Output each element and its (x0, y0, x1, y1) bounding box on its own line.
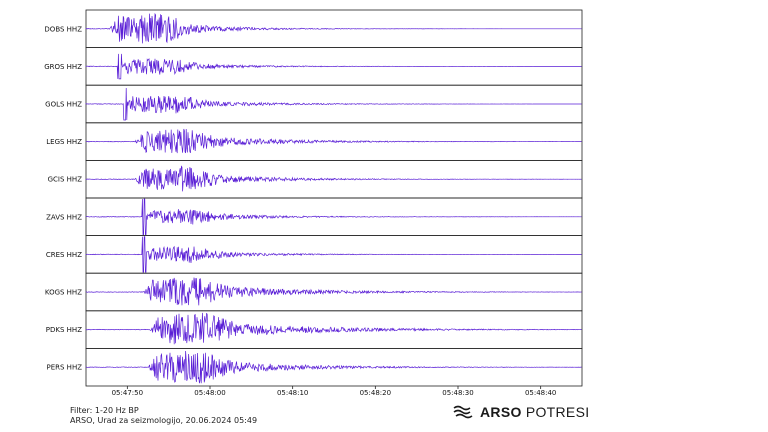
station-label: GOLS HHZ (45, 101, 82, 109)
x-tick-label: 05:48:20 (360, 389, 391, 397)
x-tick-label: 05:48:10 (277, 389, 308, 397)
credit-note: ARSO, Urad za seizmologijo, 20.06.2024 0… (70, 416, 258, 425)
station-panel: GCIS HHZ (48, 159, 583, 199)
station-label: GROS HHZ (44, 63, 82, 71)
station-panel: KOGS HHZ (45, 272, 583, 312)
x-tick-label: 05:48:40 (525, 389, 556, 397)
station-label: ZAVS HHZ (46, 213, 82, 221)
waveform-trace (85, 236, 582, 273)
station-panel: DOBS HHZ (44, 9, 583, 48)
station-label: PDKS HHZ (46, 326, 82, 334)
waveform-trace (85, 312, 582, 345)
station-panel: GROS HHZ (44, 47, 583, 86)
waveform-trace (85, 12, 582, 44)
x-axis: 05:47:50 05:48:00 05:48:10 05:48:20 05:48:30… (112, 386, 556, 397)
station-label: PERS HHZ (47, 364, 83, 372)
station-panel: LEGS HHZ (46, 122, 583, 161)
waveform-trace (85, 277, 582, 306)
station-panels: DOBS HHZ GROS HHZ GOLS HHZ LEGS HHZ GCIS HHZ… (44, 9, 583, 387)
station-panel: ZAVS HHZ (46, 197, 583, 236)
station-label: KOGS HHZ (45, 289, 82, 297)
station-panel: GOLS HHZ (45, 84, 583, 124)
station-panel: PDKS HHZ (46, 310, 583, 349)
station-panel: CRES HHZ (46, 235, 583, 274)
station-label: DOBS HHZ (44, 25, 82, 33)
station-label: CRES HHZ (46, 251, 82, 259)
station-label: GCIS HHZ (48, 176, 83, 184)
brand-name-rest: POTRESI (521, 404, 590, 420)
waveform-trace (85, 165, 582, 192)
filter-note: Filter: 1-20 Hz BP (70, 406, 139, 415)
waveform-trace (85, 53, 582, 80)
station-panel: PERS HHZ (47, 347, 583, 387)
waveform-trace (85, 198, 582, 235)
station-label: LEGS HHZ (46, 138, 82, 146)
waveform-trace (85, 87, 582, 121)
waveform-trace (85, 128, 582, 154)
waveform-trace (85, 350, 582, 384)
brand-logo: ARSO POTRESI (452, 404, 589, 420)
x-tick-label: 05:48:30 (442, 389, 473, 397)
x-tick-label: 05:47:50 (112, 389, 143, 397)
brand-name-bold: ARSO (480, 404, 522, 420)
x-tick-label: 05:48:00 (194, 389, 225, 397)
arso-logo-icon (453, 405, 473, 419)
brand-name: ARSO POTRESI (480, 404, 589, 420)
